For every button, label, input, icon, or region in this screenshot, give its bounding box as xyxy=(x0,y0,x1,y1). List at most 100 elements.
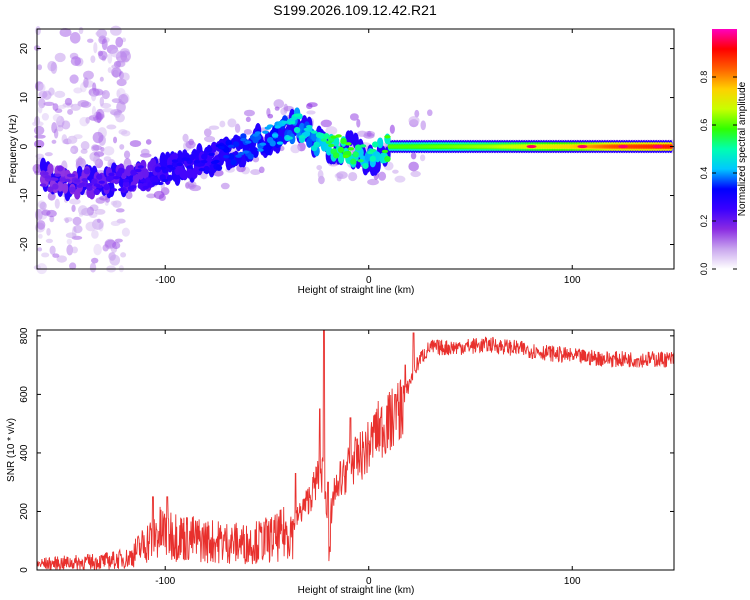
spectrogram-ridge-cell xyxy=(98,180,105,184)
spectrogram-ridge-cell xyxy=(330,135,337,139)
spectrogram-noise-cell xyxy=(101,38,108,51)
spectrogram-ridge-cell xyxy=(227,144,235,149)
spectrogram-ridge-cell xyxy=(69,186,76,193)
colorbar-tick-label: 0.6 xyxy=(699,119,709,132)
spectrogram-ridge-cell xyxy=(271,133,279,138)
spectrogram-ridge-cell xyxy=(369,148,376,153)
spectrogram-noise-cell xyxy=(114,238,123,243)
spectrogram-noise-cell xyxy=(52,103,59,111)
spectrogram-ridge-cell xyxy=(289,121,296,125)
spectrogram-ridge-cell xyxy=(96,185,103,189)
spectrogram-ridge-cell xyxy=(205,146,213,153)
spectrogram-noise-cell xyxy=(91,257,99,264)
spectrogram-ridge-cell xyxy=(345,142,352,146)
spectrogram-ridge-cell xyxy=(86,184,93,191)
spectrogram-halo-cell xyxy=(349,113,359,121)
spectrogram-noise-cell xyxy=(115,208,125,213)
spectrogram-halo-cell xyxy=(153,190,165,200)
spectrogram-noise-cell xyxy=(80,141,90,151)
spectrogram-halo-cell xyxy=(47,192,56,201)
spectrogram-halo-cell xyxy=(188,138,195,146)
spectrogram-halo-cell xyxy=(389,124,395,134)
spectrogram-ridge-cell xyxy=(135,168,142,173)
spectrogram-ridge-cell xyxy=(286,136,293,140)
spectrogram-halo-cell xyxy=(245,116,251,123)
spectrogram-halo-cell xyxy=(39,201,47,211)
spectrogram-ridge-cell xyxy=(183,157,191,162)
colorbar-tick-label: 0.2 xyxy=(699,215,709,228)
spectrogram-x-axis-label: Height of straight line (km) xyxy=(298,285,415,296)
spectrogram-noise-cell xyxy=(38,233,43,239)
spectrogram-ridge-cell xyxy=(218,145,225,150)
spectrogram-ridge-cell xyxy=(54,173,61,177)
spectrogram-noise-cell xyxy=(83,77,89,88)
spectrogram-noise-cell xyxy=(35,153,44,159)
spectrogram-halo-cell xyxy=(250,169,261,175)
spectrogram-ridge-cell xyxy=(74,179,81,183)
spectrogram-halo-cell xyxy=(320,119,332,128)
spectrogram-ridge-cell xyxy=(354,144,362,151)
spectrogram-x-tick-label: -100 xyxy=(155,275,175,286)
spectrogram-noise-cell xyxy=(115,36,124,48)
spectrogram-halo-cell xyxy=(348,171,358,182)
spectrogram-ridge-cell xyxy=(230,159,237,166)
spectrogram-ridge-cell xyxy=(191,150,198,157)
spectrogram-noise-cell xyxy=(113,136,118,144)
snr-x-tick-label: 0 xyxy=(366,576,372,587)
spectrogram-noise-cell xyxy=(92,88,104,96)
spectrogram-ridge-cell xyxy=(198,168,206,172)
spectrogram-noise-cell xyxy=(87,38,94,43)
spectrogram-peak-cell xyxy=(526,144,537,149)
spectrogram-ridge-cell xyxy=(376,137,384,149)
spectrogram-noise-cell xyxy=(91,230,99,239)
spectrogram-ridge-cell xyxy=(381,149,389,154)
spectrogram-ridge-cell xyxy=(325,144,333,156)
spectrogram-noise-cell xyxy=(32,121,44,127)
spectrogram-halo-cell xyxy=(419,154,426,162)
spectrogram-noise-cell xyxy=(113,69,120,79)
spectrogram-halo-cell xyxy=(81,207,93,216)
spectrogram-noise-cell xyxy=(61,134,68,144)
spectrogram-halo-cell xyxy=(267,113,274,119)
spectrogram-noise-cell xyxy=(38,83,46,93)
spectrogram-halo-cell xyxy=(274,106,280,111)
spectrogram-noise-cell xyxy=(110,200,118,206)
spectrogram-ridge-cell xyxy=(142,168,149,180)
spectrogram-halo-cell xyxy=(258,166,265,174)
spectrogram-ridge-cell xyxy=(130,169,137,176)
spectrogram-halo-cell xyxy=(203,128,212,137)
spectrogram-noise-cell xyxy=(51,122,58,134)
spectrogram-halo-cell xyxy=(93,155,101,165)
spectrogram-noise-cell xyxy=(49,245,56,255)
spectrogram-ridge-cell xyxy=(350,158,357,165)
spectrogram-ridge-cell xyxy=(176,162,184,167)
spectrogram-ridge-cell xyxy=(59,177,66,182)
spectrogram-ridge-cell xyxy=(57,165,64,172)
spectrogram-ridge-cell xyxy=(306,124,313,129)
spectrogram-noise-cell xyxy=(118,94,129,105)
spectrogram-noise-cell xyxy=(96,218,101,223)
spectrogram-ridge-cell xyxy=(171,161,179,168)
spectrogram-halo-cell xyxy=(103,156,112,162)
spectrogram-ridge-cell xyxy=(130,185,137,189)
spectrogram-y-tick-label: -20 xyxy=(19,237,30,252)
spectrogram-noise-cell xyxy=(35,208,43,221)
spectrogram-halo-cell xyxy=(71,204,76,213)
spectrogram-plot-frame xyxy=(36,28,675,270)
spectrogram-halo-cell xyxy=(234,123,241,134)
spectrogram-peak-cell xyxy=(577,144,588,149)
spectrogram-ridge-cell xyxy=(259,142,267,146)
spectrogram-ridge-cell xyxy=(242,150,250,154)
spectrogram-ridge-cell xyxy=(247,153,254,160)
spectrogram-noise-cell xyxy=(101,90,110,100)
spectrogram-halo-cell xyxy=(146,193,157,199)
colorbar-tick-label: 0.0 xyxy=(699,263,709,276)
spectrogram-noise-cell xyxy=(120,72,130,82)
spectrogram-halo-cell xyxy=(408,161,419,172)
spectrogram-ridge-cell xyxy=(166,174,174,182)
spectrogram-halo-cell xyxy=(414,109,420,118)
spectrogram-noise-cell xyxy=(107,53,113,64)
spectrogram-noise-cell xyxy=(50,61,58,74)
spectrogram-ridge-cell xyxy=(318,132,325,139)
